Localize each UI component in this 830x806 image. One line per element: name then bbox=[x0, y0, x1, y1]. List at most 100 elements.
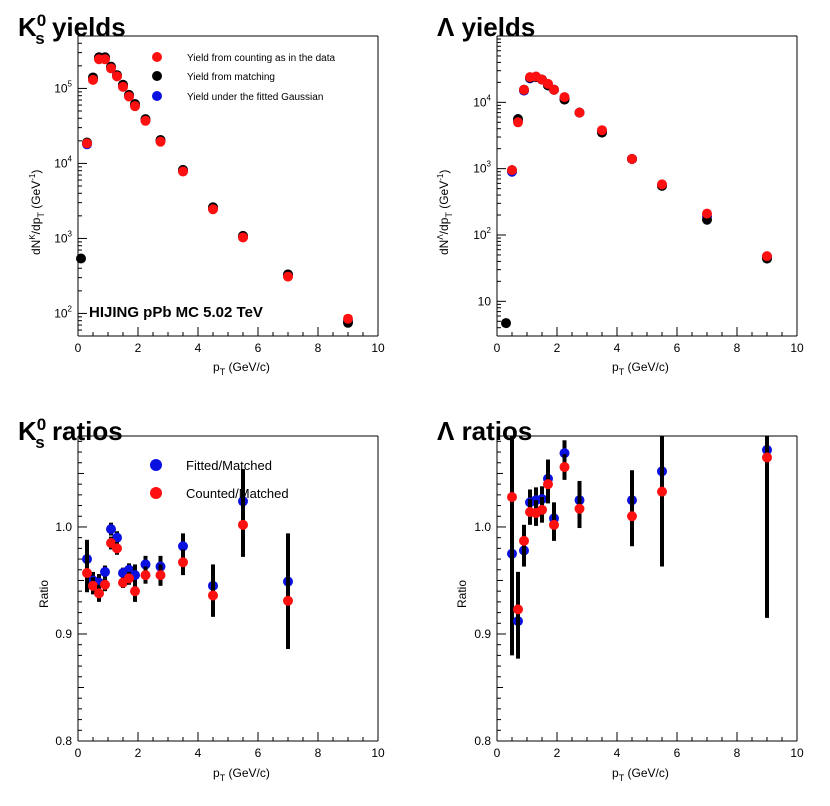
x-tick-label: 4 bbox=[614, 746, 621, 760]
x-tick-label: 4 bbox=[195, 746, 202, 760]
data-point bbox=[702, 208, 712, 219]
x-tick-label: 2 bbox=[554, 746, 561, 760]
data-point bbox=[112, 71, 122, 82]
data-point bbox=[100, 54, 110, 65]
x-tick-label: 6 bbox=[674, 341, 681, 355]
data-point bbox=[501, 318, 511, 329]
x-tick-label: 8 bbox=[315, 746, 322, 760]
y-tick-label: 104 bbox=[473, 93, 491, 109]
panel-k0s-ratios: K0 s ratios 0 2 4 6 8 10 0.8 0.9 1.0 pT (GeV/c) R… bbox=[18, 415, 385, 783]
data-point bbox=[100, 566, 110, 577]
data-point bbox=[208, 204, 218, 215]
markers bbox=[501, 71, 772, 329]
x-axis-title: pT (GeV/c) bbox=[612, 766, 669, 783]
panel-lambda-ratios: Λ ratios 0 2 4 6 8 10 0.8 0.9 1.0 pT (GeV/c) Rat… bbox=[437, 416, 804, 783]
data-point bbox=[283, 271, 293, 282]
data-point bbox=[549, 519, 559, 530]
y-axis-title: dNΛ/dpT (GeV-1) bbox=[436, 170, 454, 255]
y-tick-label: 0.9 bbox=[474, 627, 491, 641]
x-tick-label: 10 bbox=[371, 341, 385, 355]
data-point bbox=[155, 136, 166, 147]
data-point bbox=[574, 503, 585, 514]
data-point bbox=[140, 115, 151, 126]
data-point bbox=[82, 138, 92, 149]
data-point bbox=[559, 92, 570, 103]
y-tick-label: 1.0 bbox=[474, 520, 491, 534]
data-point bbox=[155, 570, 166, 581]
legend-entry: Yield from counting as in the data bbox=[187, 53, 335, 64]
x-tick-label: 0 bbox=[494, 746, 501, 760]
data-point bbox=[519, 535, 529, 546]
x-tick-label: 8 bbox=[315, 341, 322, 355]
y-tick-label: 105 bbox=[54, 79, 72, 95]
y-tick-label: 0.9 bbox=[55, 627, 72, 641]
panel-k0s-yields: K0 s yields 0 2 4 6 8 10 102 103 104 105 pT (GeV/c… bbox=[18, 11, 385, 377]
data-point bbox=[657, 486, 667, 497]
data-point bbox=[178, 557, 188, 568]
data-point bbox=[106, 524, 116, 535]
x-tick-label: 6 bbox=[674, 746, 681, 760]
data-point bbox=[513, 117, 523, 128]
legend: Yield from counting as in the data Yield… bbox=[152, 52, 335, 103]
ticks: 0 2 4 6 8 10 102 103 104 105 bbox=[54, 35, 385, 355]
x-tick-label: 10 bbox=[790, 341, 804, 355]
data-point bbox=[208, 590, 218, 601]
x-tick-label: 4 bbox=[195, 341, 202, 355]
y-tick-label: 104 bbox=[54, 154, 72, 170]
data-point bbox=[178, 166, 188, 177]
markers bbox=[82, 469, 293, 649]
legend-entry: Yield under the fitted Gaussian bbox=[187, 92, 323, 103]
data-point bbox=[130, 586, 140, 597]
y-tick-label: 0.8 bbox=[55, 734, 72, 748]
data-point bbox=[283, 595, 293, 606]
data-point bbox=[543, 479, 553, 490]
x-tick-label: 0 bbox=[75, 341, 82, 355]
data-point bbox=[507, 492, 517, 502]
data-point bbox=[178, 541, 188, 552]
data-point bbox=[106, 63, 116, 74]
data-point bbox=[343, 313, 353, 324]
legend-marker-blue bbox=[150, 459, 162, 471]
data-point bbox=[537, 504, 547, 515]
data-point bbox=[559, 448, 570, 459]
data-point bbox=[118, 81, 128, 92]
data-point bbox=[597, 125, 607, 136]
data-point bbox=[88, 74, 98, 85]
x-tick-label: 2 bbox=[554, 341, 561, 355]
panel-title: Λ ratios bbox=[437, 416, 532, 446]
y-axis-title: dNK/dpT (GeV-1) bbox=[28, 170, 46, 255]
y-axis-title: Ratio bbox=[37, 580, 51, 608]
panel-lambda-yields: Λ yields 0 2 4 6 8 10 10 102 103 104 pT (GeV/c) d… bbox=[436, 12, 804, 377]
panel-title: K0 s yields bbox=[18, 11, 126, 48]
y-tick-label: 1.0 bbox=[55, 520, 72, 534]
legend-marker-blue bbox=[152, 91, 162, 101]
legend-marker-black bbox=[152, 71, 162, 81]
data-point bbox=[657, 179, 667, 190]
data-point bbox=[94, 588, 104, 599]
data-point bbox=[762, 251, 772, 262]
x-tick-label: 6 bbox=[255, 341, 262, 355]
x-tick-label: 6 bbox=[255, 746, 262, 760]
ticks: 0 2 4 6 8 10 0.8 0.9 1.0 bbox=[474, 440, 804, 760]
data-point bbox=[627, 511, 637, 522]
data-point bbox=[124, 91, 134, 102]
data-point bbox=[140, 559, 151, 570]
data-point bbox=[519, 84, 529, 95]
x-tick-label: 0 bbox=[75, 746, 82, 760]
data-point bbox=[513, 604, 523, 615]
annotation: HIJING pPb MC 5.02 TeV bbox=[89, 304, 263, 321]
ticks: 0 2 4 6 8 10 10 102 103 104 bbox=[473, 35, 804, 355]
y-tick-label: 103 bbox=[473, 160, 491, 176]
y-tick-label: 102 bbox=[54, 304, 72, 320]
data-point bbox=[627, 153, 637, 164]
x-tick-label: 8 bbox=[734, 341, 741, 355]
x-axis-title: pT (GeV/c) bbox=[213, 360, 270, 377]
data-point bbox=[238, 232, 248, 243]
x-tick-label: 2 bbox=[135, 746, 142, 760]
legend: Fitted/Matched Counted/Matched bbox=[150, 458, 289, 501]
x-tick-label: 10 bbox=[790, 746, 804, 760]
y-tick-label: 102 bbox=[473, 226, 491, 242]
data-point bbox=[507, 165, 517, 176]
x-axis-title: pT (GeV/c) bbox=[612, 360, 669, 377]
